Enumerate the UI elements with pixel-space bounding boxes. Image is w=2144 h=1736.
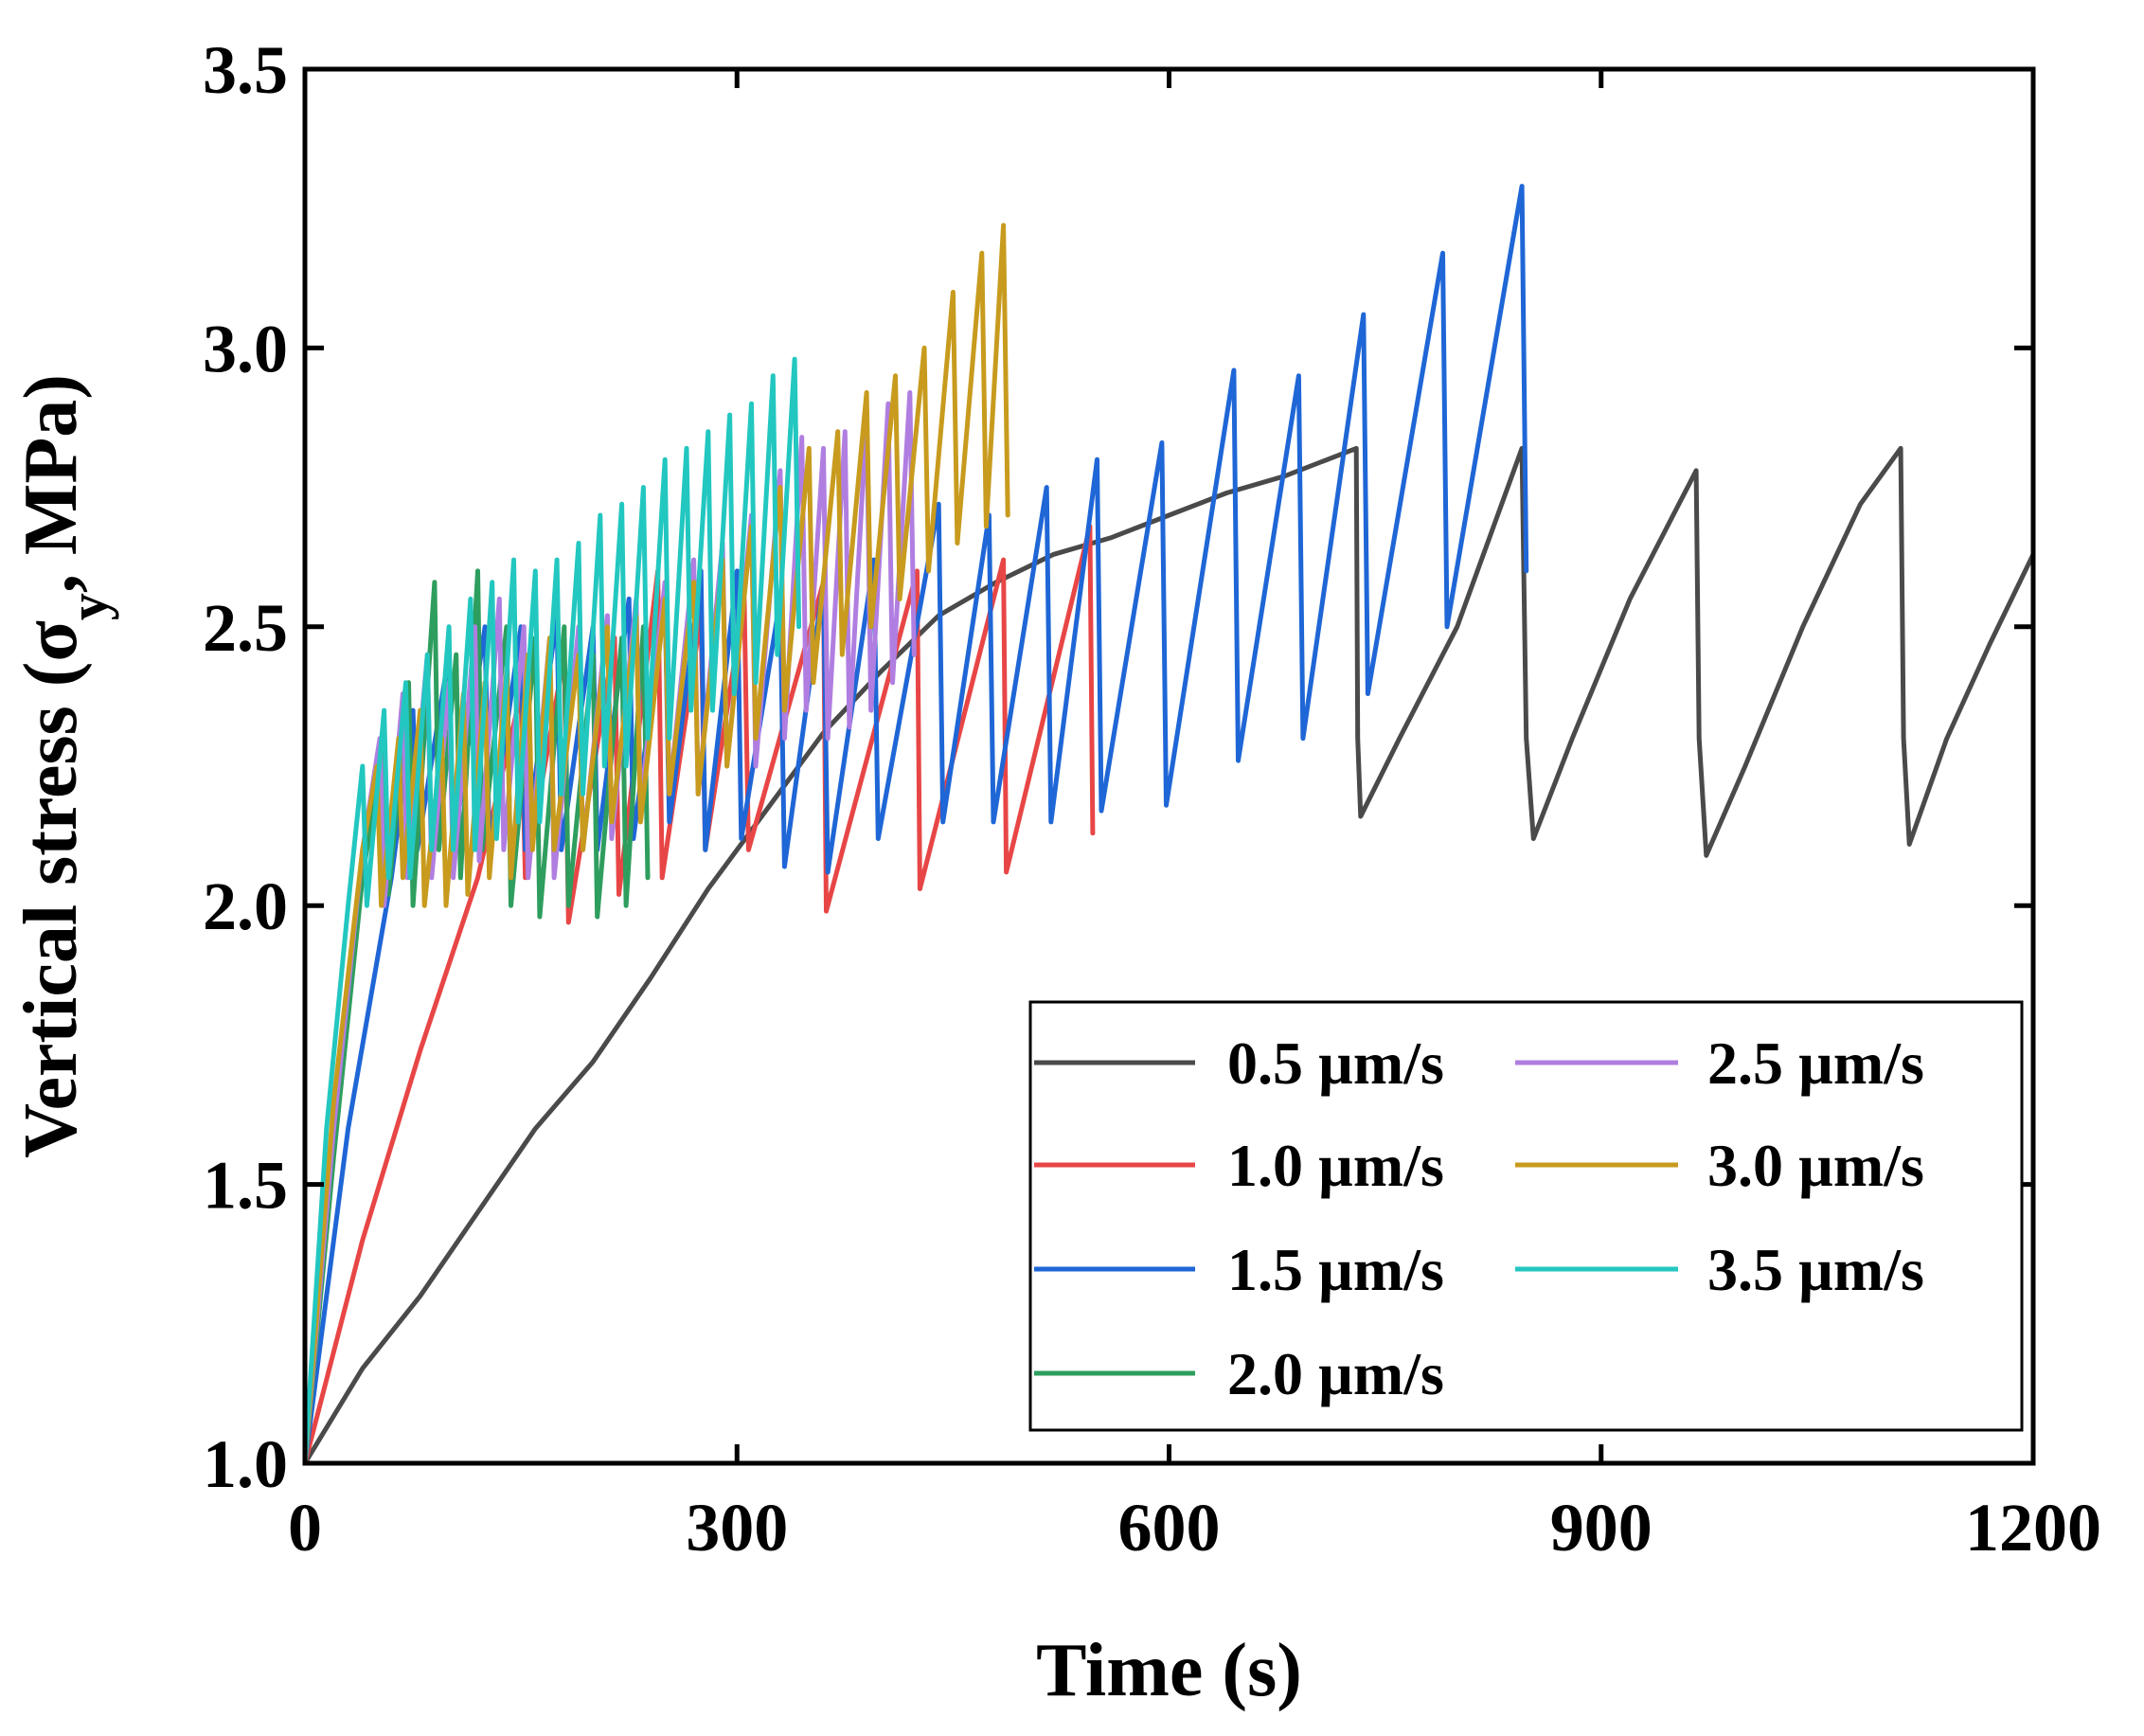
y-tick-label: 1.0 [203,1426,288,1502]
legend-label-2: 1.0 µm/s [1227,1132,1444,1199]
x-tick-label: 1200 [1965,1490,2101,1566]
series-line-1 [302,445,2036,1466]
y-tick-label: 2.5 [203,590,288,666]
y-tick-label: 3.5 [203,32,288,108]
x-tick-label: 900 [1550,1490,1653,1566]
y-axis-title: Vertical stress (σy, MPa) [9,374,119,1158]
legend-label-5: 2.5 µm/s [1707,1029,1924,1097]
y-tick-label: 3.0 [203,311,288,386]
x-tick-label: 600 [1118,1490,1221,1566]
legend-box [1028,1000,2024,1432]
y-axis-title-paren: (σ [9,620,93,688]
x-tick-label: 0 [288,1490,322,1566]
y-tick-label: 2.0 [203,868,288,944]
legend-label-7: 3.5 µm/s [1707,1236,1924,1303]
ticks-layer: 0 300 600 900 1200 1.0 1.5 2.0 2.5 3.0 3.5 [203,32,2101,1566]
x-tick-label: 300 [686,1490,788,1566]
y-axis-title-main: Vertical stress [9,687,93,1158]
y-axis-title-suffix: , MPa) [9,374,93,593]
series-layer [302,184,2036,1466]
legend: 0.5 µm/s 1.0 µm/s 1.5 µm/s 2.0 µm/s 2.5 µm/s… [1028,1000,2024,1432]
legend-label-4: 2.0 µm/s [1227,1340,1444,1407]
y-axis-title-subscript: y [58,593,119,620]
series-line-5 [302,390,917,1466]
legend-label-3: 1.5 µm/s [1227,1236,1444,1303]
series-line-2 [302,524,1096,1466]
y-tick-label: 1.5 [203,1148,288,1224]
legend-label-6: 3.0 µm/s [1707,1132,1924,1199]
x-axis-title: Time (s) [1036,1629,1302,1712]
legend-label-1: 0.5 µm/s [1227,1029,1444,1097]
series-line-7 [302,356,802,1466]
